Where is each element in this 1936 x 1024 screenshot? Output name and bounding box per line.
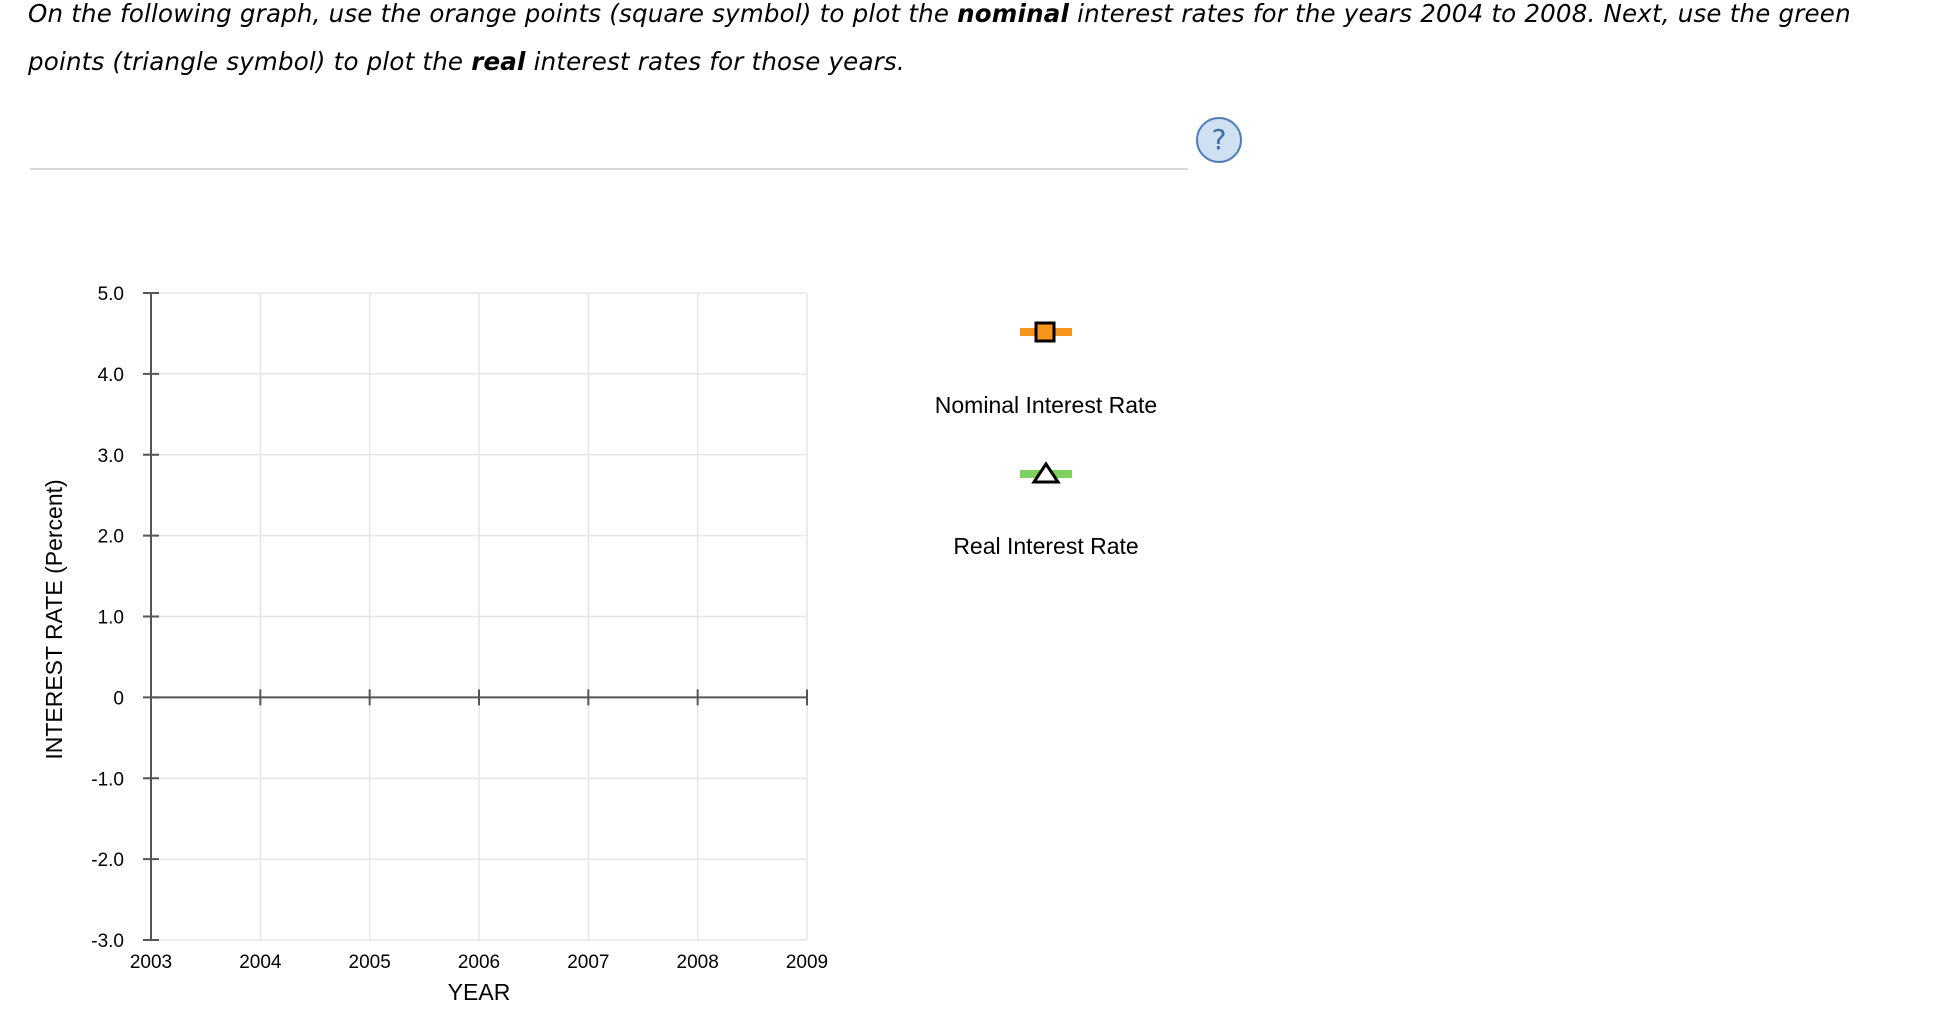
instructions: On the following graph, use the orange p… <box>28 0 1851 76</box>
x-tick-label: 2009 <box>786 952 828 973</box>
grid <box>150 292 808 941</box>
y-tick-label: 0 <box>113 688 124 709</box>
divider <box>30 168 1188 170</box>
y-tick-label: -3.0 <box>91 931 124 952</box>
y-axis-title: INTEREST RATE (Percent) <box>41 479 67 759</box>
real-rate-legend-label: Real Interest Rate <box>953 533 1139 559</box>
y-tick-label: 3.0 <box>98 446 124 467</box>
orange-square-icon <box>1020 321 1072 343</box>
axes <box>143 292 808 941</box>
x-tick-label: 2004 <box>239 952 282 973</box>
x-tick-label: 2008 <box>677 952 719 973</box>
help-button[interactable]: ? <box>1196 117 1242 163</box>
y-tick-label: -2.0 <box>91 850 124 871</box>
y-tick-label: 2.0 <box>98 527 124 548</box>
real-emphasis: real <box>471 47 526 76</box>
y-tick-label: 4.0 <box>98 365 124 386</box>
real-rate-tool[interactable] <box>1018 460 1074 488</box>
nominal-rate-tool[interactable] <box>1018 318 1074 346</box>
x-axis-title: YEAR <box>448 979 511 1005</box>
y-tick-label: -1.0 <box>91 769 124 790</box>
y-tick-label: 5.0 <box>98 284 124 305</box>
nominal-rate-legend-label: Nominal Interest Rate <box>934 392 1158 418</box>
x-tick-label: 2003 <box>130 952 172 973</box>
nominal-emphasis: nominal <box>957 0 1070 28</box>
y-tick-label: 1.0 <box>98 608 124 629</box>
x-tick-label: 2006 <box>458 952 500 973</box>
green-triangle-icon <box>1020 461 1072 484</box>
x-tick-label: 2007 <box>567 952 609 973</box>
question-icon: ? <box>1211 122 1227 156</box>
axis-labels: 5.0 4.0 3.0 2.0 1.0 0 -1.0 -2.0 -3.0 2003 2004 2005… <box>41 284 828 1005</box>
x-tick-label: 2005 <box>349 952 391 973</box>
